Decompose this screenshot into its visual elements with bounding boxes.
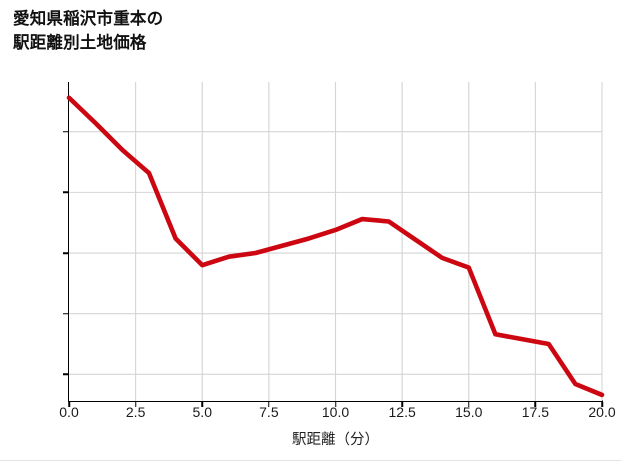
- footer-divider: [0, 460, 621, 461]
- chart-canvas: [66, 82, 605, 401]
- grid-lines: [69, 82, 603, 401]
- y-tick-mark: [63, 373, 68, 376]
- x-tick-mark: [134, 402, 137, 407]
- x-tick-label: 20.0: [588, 404, 616, 420]
- y-tick-mark: [63, 252, 68, 254]
- x-tick-mark: [534, 402, 537, 407]
- series-line: [66, 95, 605, 398]
- x-tick-label: 5.0: [192, 404, 212, 420]
- y-tick-mark: [63, 191, 68, 194]
- x-tick-mark: [601, 402, 603, 407]
- x-tick-mark: [401, 402, 403, 407]
- y-tick-mark: [63, 130, 68, 133]
- x-tick-label: 0.0: [59, 404, 79, 420]
- y-tick-mark: [63, 312, 68, 315]
- x-tick-label: 10.0: [321, 404, 350, 420]
- x-tick-mark: [334, 402, 337, 407]
- x-tick-label: 15.0: [455, 404, 483, 420]
- chart-title: 愛知県稲沢市重本の 駅距離別土地価格: [13, 10, 164, 52]
- x-tick-label: 2.5: [125, 404, 146, 420]
- x-tick-label: 7.5: [259, 404, 279, 420]
- x-tick-mark: [468, 402, 470, 407]
- x-tick-label: 17.5: [521, 404, 549, 420]
- plot-area: [66, 82, 605, 401]
- data-series-group: [66, 95, 605, 398]
- x-tick-mark: [268, 402, 270, 407]
- x-tick-mark: [68, 402, 70, 407]
- x-axis-label: 駅距離（分）: [292, 432, 379, 448]
- x-tick-label: 12.5: [388, 404, 416, 420]
- x-tick-mark: [201, 402, 203, 407]
